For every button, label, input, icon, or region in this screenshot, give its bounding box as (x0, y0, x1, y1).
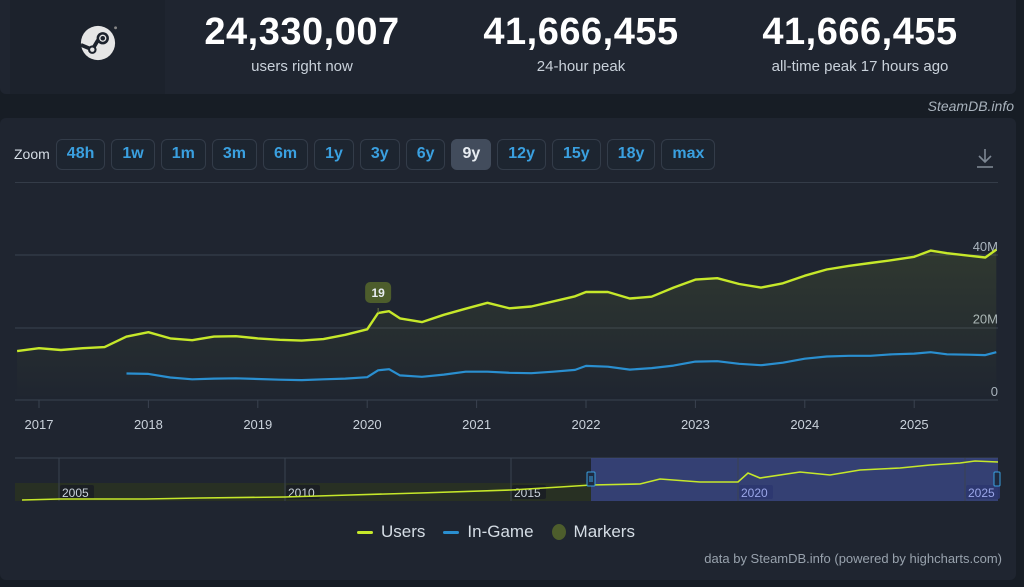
stat-label: users right now (251, 58, 353, 75)
x-axis: 2017 2018 2019 2020 2021 2022 2023 2024 2025 (15, 399, 998, 432)
markers-swatch-icon (551, 524, 566, 540)
stat-current-users: 24,330,007 users right now (182, 10, 422, 77)
navigator-tick-label: 2005 (62, 486, 89, 500)
legend-users[interactable]: Users (357, 522, 425, 542)
zoom-button-1w[interactable]: 1w (111, 138, 155, 170)
stat-24h-peak: 41,666,455 24-hour peak (461, 10, 701, 77)
navigator-tick-label: 2020 (741, 486, 768, 500)
stat-all-time-peak: 41,666,455 all-time peak 17 hours ago (740, 10, 980, 77)
zoom-button-48h[interactable]: 48h (55, 138, 106, 170)
users-swatch-icon (357, 530, 373, 534)
stat-label: all-time peak 17 hours ago (771, 58, 949, 75)
legend-label: Users (381, 522, 426, 541)
x-tick-label: 2025 (900, 417, 929, 432)
zoom-button-9y[interactable]: 9y (451, 138, 492, 170)
stat-label: 24-hour peak (536, 58, 626, 75)
x-tick-label: 2017 (25, 417, 54, 432)
zoom-button-3y[interactable]: 3y (359, 138, 400, 170)
x-tick-label: 2018 (134, 417, 163, 432)
legend-in-game[interactable]: In-Game (443, 522, 534, 542)
steam-logo-icon (80, 25, 117, 61)
toolbar-divider (15, 182, 998, 183)
x-tick-label: 2024 (790, 417, 819, 432)
zoom-button-3m[interactable]: 3m (211, 138, 257, 170)
x-tick-label: 2019 (243, 417, 272, 432)
stat-value: 41,666,455 (762, 11, 958, 53)
zoom-button-max[interactable]: max (661, 138, 716, 170)
y-tick-label: 40M (973, 239, 998, 254)
legend-label: Markers (573, 522, 635, 541)
logo-box (10, 0, 165, 94)
legend-markers[interactable]: Markers (551, 522, 635, 542)
svg-text:19: 19 (371, 286, 385, 300)
chart-panel: Zoom 48h 1w 1m 3m 6m 1y 3y 6y 9y 12y 15y 18y max 201… (0, 118, 1016, 580)
navigator-tick-label: 2025 (968, 486, 995, 500)
x-tick-label: 2021 (462, 417, 491, 432)
navigator-tick-label: 2010 (288, 486, 315, 500)
zoom-button-6m[interactable]: 6m (262, 138, 309, 170)
zoom-button-1y[interactable]: 1y (314, 138, 354, 170)
x-tick-label: 2023 (681, 417, 710, 432)
x-tick-label: 2020 (353, 417, 382, 432)
zoom-button-12y[interactable]: 12y (497, 138, 546, 170)
steamdb-credit: SteamDB.info (927, 98, 1014, 114)
in-game-swatch-icon (443, 530, 460, 534)
marker-flag[interactable] (365, 282, 392, 303)
zoom-button-15y[interactable]: 15y (551, 138, 601, 170)
zoom-buttons: 48h 1w 1m 3m 6m 1y 3y 6y 9y 12y 15y 18y max (55, 138, 722, 170)
download-icon[interactable] (973, 146, 997, 170)
highcharts-credit[interactable]: data by SteamDB.info (powered by highcha… (704, 551, 1002, 566)
x-tick-label: 2022 (572, 417, 601, 432)
in-game-series-line[interactable] (126, 351, 997, 382)
chart-legend: Users In-Game Markers (357, 522, 653, 542)
stat-value: 24,330,007 (204, 11, 400, 53)
zoom-button-6y[interactable]: 6y (405, 138, 446, 170)
stat-value: 41,666,455 (483, 11, 679, 53)
navigator-left-handle[interactable] (586, 471, 596, 487)
chart-markers: 19 (365, 282, 392, 313)
legend-label: In-Game (467, 522, 534, 541)
zoom-button-18y[interactable]: 18y (606, 138, 656, 170)
navigator-right-handle[interactable] (993, 471, 1001, 487)
users-series-line[interactable] (16, 248, 997, 353)
zoom-toolbar: Zoom 48h 1w 1m 3m 6m 1y 3y 6y 9y 12y 15y 18y max (14, 138, 721, 170)
navigator[interactable]: 2005 2010 2015 2020 2025 (15, 457, 1001, 501)
zoom-label: Zoom (14, 146, 50, 162)
stats-header: 24,330,007 users right now 41,666,455 24… (0, 0, 1016, 94)
zoom-button-1m[interactable]: 1m (160, 138, 206, 170)
